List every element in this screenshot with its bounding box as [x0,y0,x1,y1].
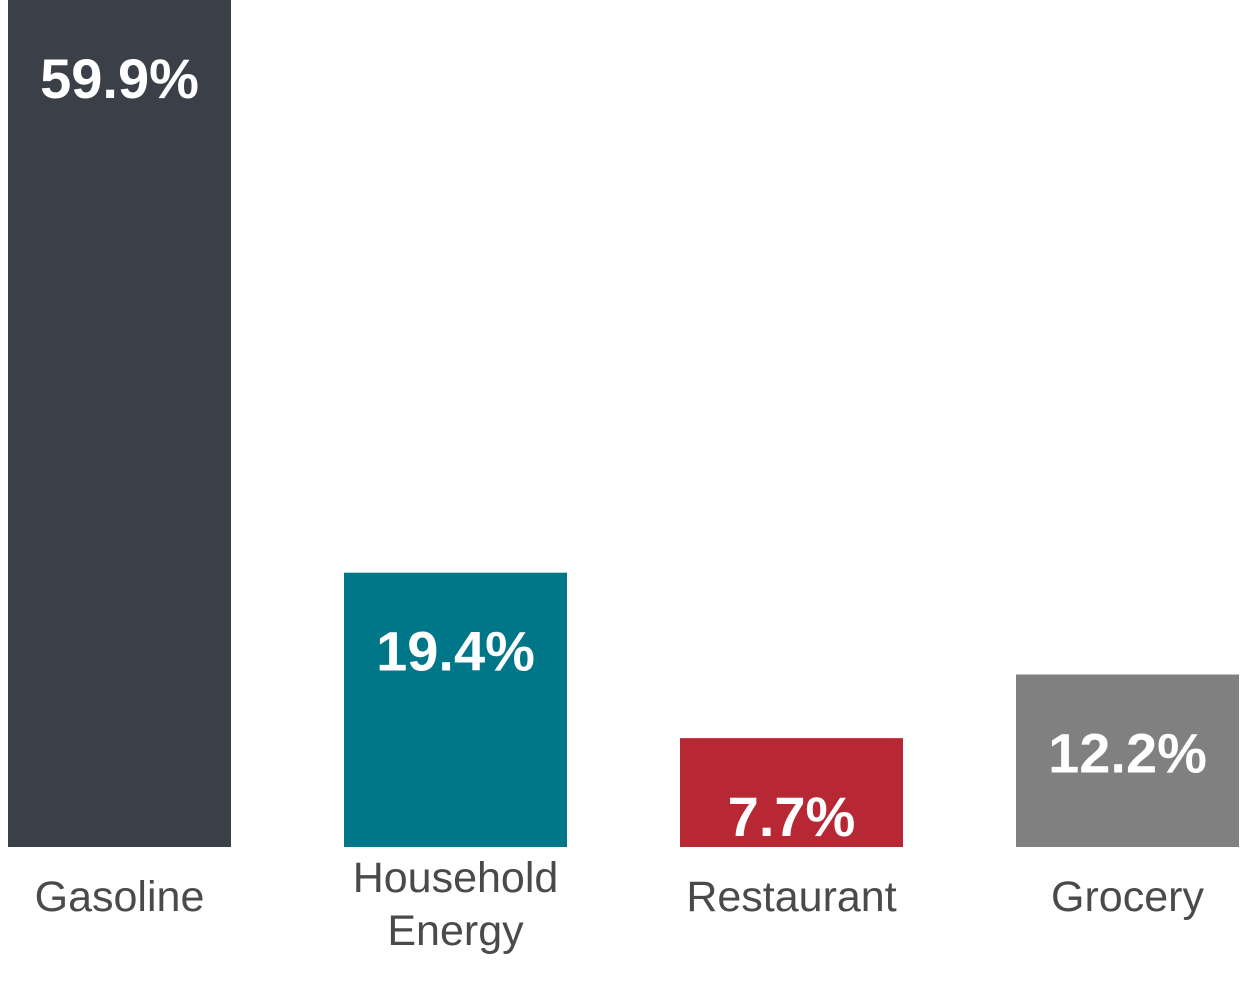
bar-household-energy [344,572,567,847]
category-label-line: Restaurant [686,873,896,921]
category-labels: Gasoline Household Energy Restaurant Grocery [35,854,1205,955]
category-label-line: Gasoline [35,873,205,921]
value-label-gasoline: 59.9% [40,47,199,110]
value-label-household-energy: 19.4% [376,620,535,683]
category-label-line: Grocery [1051,873,1204,921]
bar-restaurant [680,738,903,847]
category-label-gasoline: Gasoline [35,873,205,921]
bars [8,0,1239,847]
value-labels: 59.9% 19.4% 7.7% 12.2% [40,47,1207,848]
category-label-grocery: Grocery [1051,873,1204,921]
value-label-restaurant: 7.7% [728,785,856,848]
category-label-household-energy: Household Energy [353,854,559,955]
category-label-restaurant: Restaurant [686,873,896,921]
category-label-line: Household [353,854,559,902]
category-label-line: Energy [387,907,524,955]
bar-gasoline [8,0,231,847]
value-label-grocery: 12.2% [1048,721,1207,784]
bar-grocery [1016,674,1239,847]
